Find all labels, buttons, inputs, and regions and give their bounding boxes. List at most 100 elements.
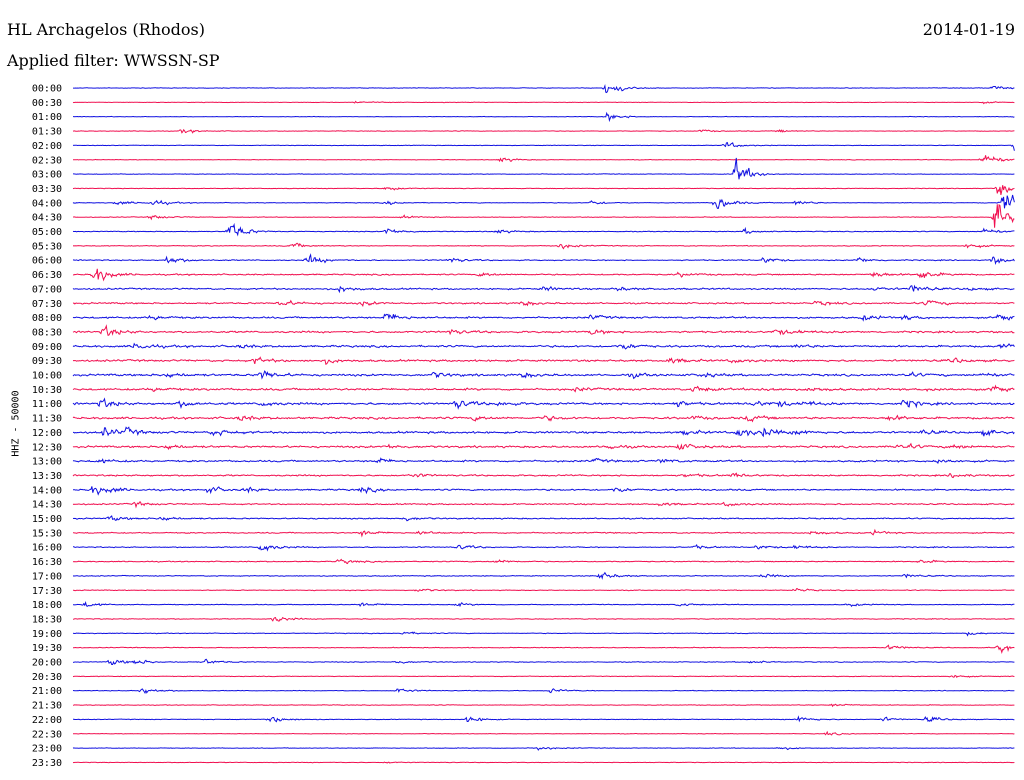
row-label: 07:00	[32, 284, 62, 295]
row-label: 02:30	[32, 155, 62, 166]
row-label: 03:30	[32, 184, 62, 195]
row-labels: 00:00 00:30 01:00 01:30 02:00 02:30 03:00 03:30…	[32, 84, 62, 769]
trace-row-1900	[72, 631, 1015, 637]
trace-row-0630	[72, 268, 1015, 282]
filter-label: Applied filter: WWSSN-SP	[7, 51, 220, 70]
trace-row-1500	[72, 515, 1015, 522]
row-label: 14:00	[32, 485, 62, 496]
trace-row-1030	[72, 384, 1015, 393]
row-label: 06:30	[32, 270, 62, 281]
trace-row-1530	[72, 528, 1015, 538]
trace-row-0230	[73, 155, 1015, 163]
row-label: 11:00	[32, 399, 62, 410]
trace-row-1600	[73, 543, 1015, 552]
row-label: 17:30	[32, 586, 62, 597]
trace-row-0900	[72, 342, 1015, 350]
row-label: 04:30	[32, 213, 62, 224]
row-label: 08:00	[32, 313, 62, 324]
trace-row-0030	[72, 100, 1015, 105]
trace-row-0130	[72, 128, 1015, 134]
trace-row-0200	[72, 141, 1015, 151]
trace-row-0730	[72, 299, 1015, 308]
row-label: 10:00	[32, 371, 62, 382]
trace-row-1630	[72, 558, 1015, 565]
trace-row-1230	[72, 442, 1015, 451]
trace-row-2030	[72, 674, 1015, 678]
row-label: 07:30	[32, 299, 62, 310]
trace-row-2130	[72, 703, 1015, 708]
row-label: 01:30	[32, 127, 62, 138]
trace-row-0830	[72, 324, 1015, 336]
row-label: 22:30	[32, 729, 62, 740]
row-label: 16:30	[32, 557, 62, 568]
row-label: 08:30	[32, 327, 62, 338]
trace-row-2200	[73, 715, 1015, 723]
row-label: 10:30	[32, 385, 62, 396]
row-label: 21:00	[32, 686, 62, 697]
row-label: 20:30	[32, 672, 62, 683]
row-label: 02:00	[32, 141, 62, 152]
row-label: 18:00	[32, 600, 62, 611]
row-label: 15:00	[32, 514, 62, 525]
trace-row-0100	[73, 111, 1015, 123]
row-label: 23:00	[32, 744, 62, 755]
row-label: 19:00	[32, 629, 62, 640]
trace-row-2330	[72, 761, 1015, 764]
traces	[72, 84, 1015, 764]
trace-row-2230	[73, 730, 1015, 736]
row-label: 09:00	[32, 342, 62, 353]
trace-row-2000	[72, 658, 1015, 665]
trace-row-2100	[72, 688, 1015, 695]
trace-row-0000	[73, 84, 1015, 94]
trace-row-0330	[72, 185, 1015, 196]
trace-row-0700	[72, 284, 1015, 294]
trace-row-0600	[72, 253, 1015, 265]
row-label: 09:30	[32, 356, 62, 367]
trace-row-1200	[73, 426, 1015, 438]
row-label: 22:00	[32, 715, 62, 726]
row-label: 00:00	[32, 84, 62, 95]
trace-row-1000	[72, 370, 1015, 380]
row-label: 01:00	[32, 112, 62, 123]
trace-row-1130	[72, 414, 1015, 423]
row-label: 03:00	[32, 170, 62, 181]
trace-row-1400	[73, 486, 1015, 496]
date-label: 2014-01-19	[922, 20, 1015, 39]
trace-row-0400	[72, 194, 1015, 209]
row-label: 00:30	[32, 98, 62, 109]
trace-row-1700	[72, 571, 1015, 580]
row-label: 19:30	[32, 643, 62, 654]
row-label: 17:00	[32, 571, 62, 582]
trace-row-1300	[72, 457, 1015, 465]
row-label: 12:00	[32, 428, 62, 439]
row-label: 05:00	[32, 227, 62, 238]
row-label: 05:30	[32, 241, 62, 252]
row-label: 18:30	[32, 614, 62, 625]
trace-row-1100	[72, 397, 1015, 410]
row-label: 21:30	[32, 701, 62, 712]
trace-row-1830	[72, 616, 1015, 622]
row-label: 20:00	[32, 658, 62, 669]
trace-row-1330	[72, 472, 1015, 479]
row-label: 11:30	[32, 414, 62, 425]
trace-row-1800	[73, 600, 1015, 608]
row-label: 06:00	[32, 256, 62, 267]
trace-row-2300	[72, 747, 1015, 751]
trace-row-0530	[72, 242, 1015, 250]
trace-row-1930	[73, 644, 1015, 654]
row-label: 16:00	[32, 543, 62, 554]
trace-row-0800	[72, 313, 1015, 322]
station-title: HL Archagelos (Rhodos)	[7, 20, 205, 39]
trace-row-0300	[73, 157, 1015, 180]
row-label: 23:30	[32, 758, 62, 769]
row-label: 13:00	[32, 457, 62, 468]
trace-row-1430	[72, 501, 1015, 509]
trace-row-0430	[73, 203, 1015, 228]
row-label: 15:30	[32, 528, 62, 539]
row-label: 13:30	[32, 471, 62, 482]
row-label: 04:00	[32, 198, 62, 209]
row-label: 12:30	[32, 442, 62, 453]
trace-row-0500	[72, 222, 1015, 237]
trace-row-1730	[72, 588, 1015, 592]
